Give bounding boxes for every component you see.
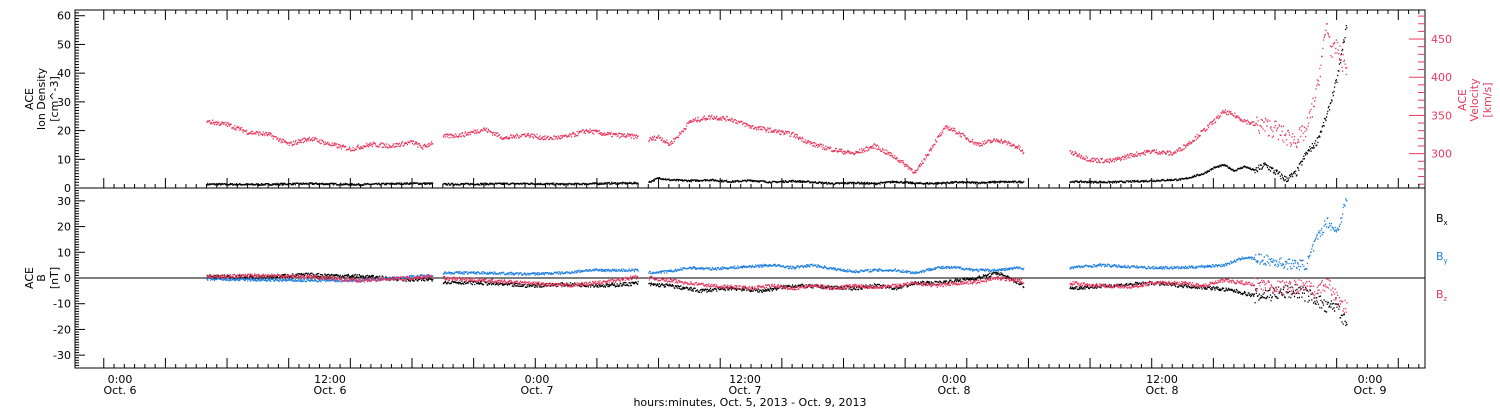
velocity-axis-title-line: ACE	[1456, 89, 1469, 111]
velocity-axis-title: ACE Velocity [km/s]	[1456, 78, 1494, 122]
x-date-label: Oct. 6	[103, 384, 136, 397]
x-date-label: Oct. 6	[313, 384, 346, 397]
b-tick-label: 0	[64, 272, 71, 285]
x-time-label: 12:00	[729, 373, 761, 386]
bottom-panel-frame	[74, 187, 1426, 369]
x-date-label: Oct. 7	[728, 384, 761, 397]
b-tick-label: 20	[57, 221, 71, 234]
velocity-segment-3	[1069, 23, 1348, 164]
by-segment-1	[442, 268, 639, 276]
b-axis-title-line: [nT]	[48, 267, 61, 289]
b-tick-label: -30	[53, 349, 71, 362]
top-panel-data	[206, 23, 1348, 187]
density-tick-label: 30	[57, 96, 71, 109]
b-tick-label: -10	[53, 298, 71, 311]
bz-segment-2	[648, 275, 1025, 291]
x-time-label: 0:00	[1358, 373, 1383, 386]
x-time-label: 12:00	[314, 373, 346, 386]
b-axis-title: ACE B [nT]	[23, 267, 61, 289]
density-axis-title-line: Ion Density	[35, 67, 48, 130]
x-date-label: Oct. 8	[1145, 384, 1178, 397]
x-axis-title: hours:minutes, Oct. 5, 2013 - Oct. 9, 20…	[633, 396, 866, 409]
velocity-segment-1	[442, 127, 639, 141]
by-segment-3	[1069, 198, 1348, 271]
velocity-axis-title-line: [km/s]	[1481, 82, 1494, 117]
density-tick-label: 0	[64, 182, 71, 195]
density-axis-title-line: [cm^-3]	[48, 76, 61, 122]
x-date-label: Oct. 9	[1353, 384, 1386, 397]
ion-density-segment-2	[648, 177, 1025, 186]
velocity-axis-title-line: Velocity	[1468, 78, 1481, 122]
legend-by: By	[1436, 250, 1448, 265]
bottom-panel-data	[206, 198, 1348, 327]
velocity-tick-label: 350	[1431, 109, 1452, 122]
velocity-tick-label: 400	[1431, 71, 1452, 84]
density-axis-title: ACE Ion Density [cm^-3]	[23, 67, 61, 130]
bz-segment-0	[206, 273, 434, 283]
ion-density-segment-0	[206, 181, 434, 187]
x-date-label: Oct. 8	[937, 384, 970, 397]
b-tick-label: -20	[53, 323, 71, 336]
top-panel-border	[74, 9, 1426, 189]
velocity-tick-label: 300	[1431, 148, 1452, 161]
b-tick-label: 10	[57, 246, 71, 259]
ion-density-segment-1	[442, 181, 639, 186]
b-axis-title-line: ACE	[23, 267, 36, 289]
density-tick-label: 10	[57, 153, 71, 166]
velocity-tick-label: 450	[1431, 33, 1452, 46]
legend-bx: Bx	[1436, 212, 1448, 227]
b-tick-label: 30	[57, 195, 71, 208]
legend-bz: Bz	[1436, 288, 1448, 303]
b-axis-title-line: B	[35, 274, 48, 282]
density-tick-label: 50	[57, 38, 71, 51]
density-axis-title-line: ACE	[23, 88, 36, 110]
density-tick-label: 60	[57, 10, 71, 23]
x-time-label: 12:00	[1146, 373, 1178, 386]
velocity-segment-0	[206, 119, 434, 152]
bz-segment-1	[442, 274, 639, 288]
x-time-label: 0:00	[108, 373, 133, 386]
density-tick-label: 40	[57, 67, 71, 80]
density-tick-label: 20	[57, 125, 71, 138]
ion-density-segment-3	[1069, 25, 1348, 184]
velocity-segment-2	[648, 114, 1025, 174]
x-date-label: Oct. 7	[520, 384, 553, 397]
x-time-label: 0:00	[942, 373, 967, 386]
bz-segment-3	[1069, 277, 1348, 314]
top-panel-frame	[74, 9, 1426, 189]
x-time-label: 0:00	[525, 373, 550, 386]
by-segment-2	[648, 263, 1025, 275]
axis-ticks: 0 10 20 30 40 50 60 300 350 400 450 -30 -20 -10 0 10 20 3…	[53, 9, 1452, 369]
